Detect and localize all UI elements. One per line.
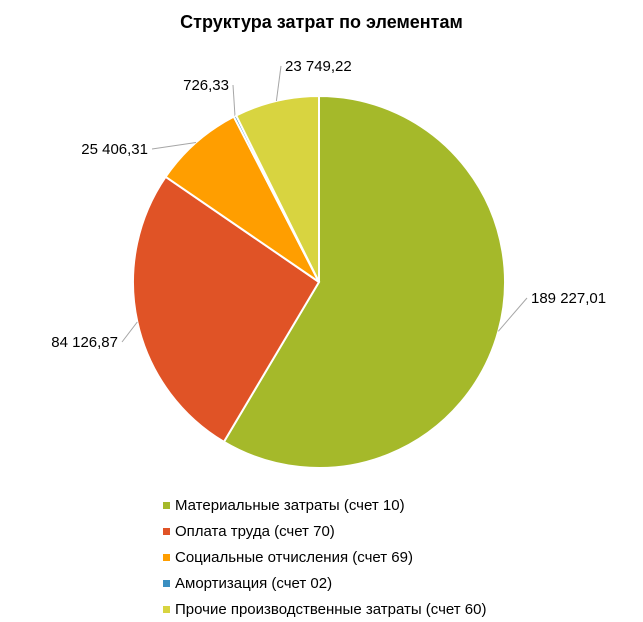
legend-item-wages: Оплата труда (счет 70) xyxy=(163,518,486,544)
data-label-social: 25 406,31 xyxy=(81,141,148,158)
chart-title: Структура затрат по элементам xyxy=(180,12,463,32)
data-label-depreciation: 726,33 xyxy=(183,77,229,94)
legend: Материальные затраты (счет 10) Оплата тр… xyxy=(163,492,486,622)
leader-line-wages xyxy=(121,321,138,343)
legend-item-depreciation: Амортизация (счет 02) xyxy=(163,570,486,596)
pie-slice-social xyxy=(164,115,320,283)
leader-line-other xyxy=(275,65,282,101)
legend-label-materials: Материальные затраты (счет 10) xyxy=(175,496,405,514)
leader-line-depreciation xyxy=(232,84,236,117)
legend-label-wages: Оплата труда (счет 70) xyxy=(175,522,335,540)
leader-line-materials xyxy=(497,297,528,332)
legend-swatch-social xyxy=(163,553,170,561)
data-label-other: 23 749,22 xyxy=(285,58,352,75)
pie-slice-materials xyxy=(222,94,506,469)
legend-item-other: Прочие производственные затраты (счет 60… xyxy=(163,596,486,622)
legend-swatch-wages xyxy=(163,527,170,535)
data-label-materials: 189 227,01 xyxy=(531,290,606,307)
legend-item-materials: Материальные затраты (счет 10) xyxy=(163,492,486,518)
legend-swatch-other xyxy=(163,605,170,613)
pie-slice-wages xyxy=(132,175,321,444)
legend-label-depreciation: Амортизация (счет 02) xyxy=(175,574,333,592)
legend-swatch-depreciation xyxy=(163,579,170,587)
legend-swatch-materials xyxy=(163,501,170,509)
pie-slice-other xyxy=(234,94,320,283)
legend-label-other: Прочие производственные затраты (счет 60… xyxy=(175,600,487,618)
legend-label-social: Социальные отчисления (счет 69) xyxy=(175,548,413,566)
legend-item-social: Социальные отчисления (счет 69) xyxy=(163,544,486,570)
data-label-wages: 84 126,87 xyxy=(51,334,118,351)
leader-line-social xyxy=(151,142,197,150)
